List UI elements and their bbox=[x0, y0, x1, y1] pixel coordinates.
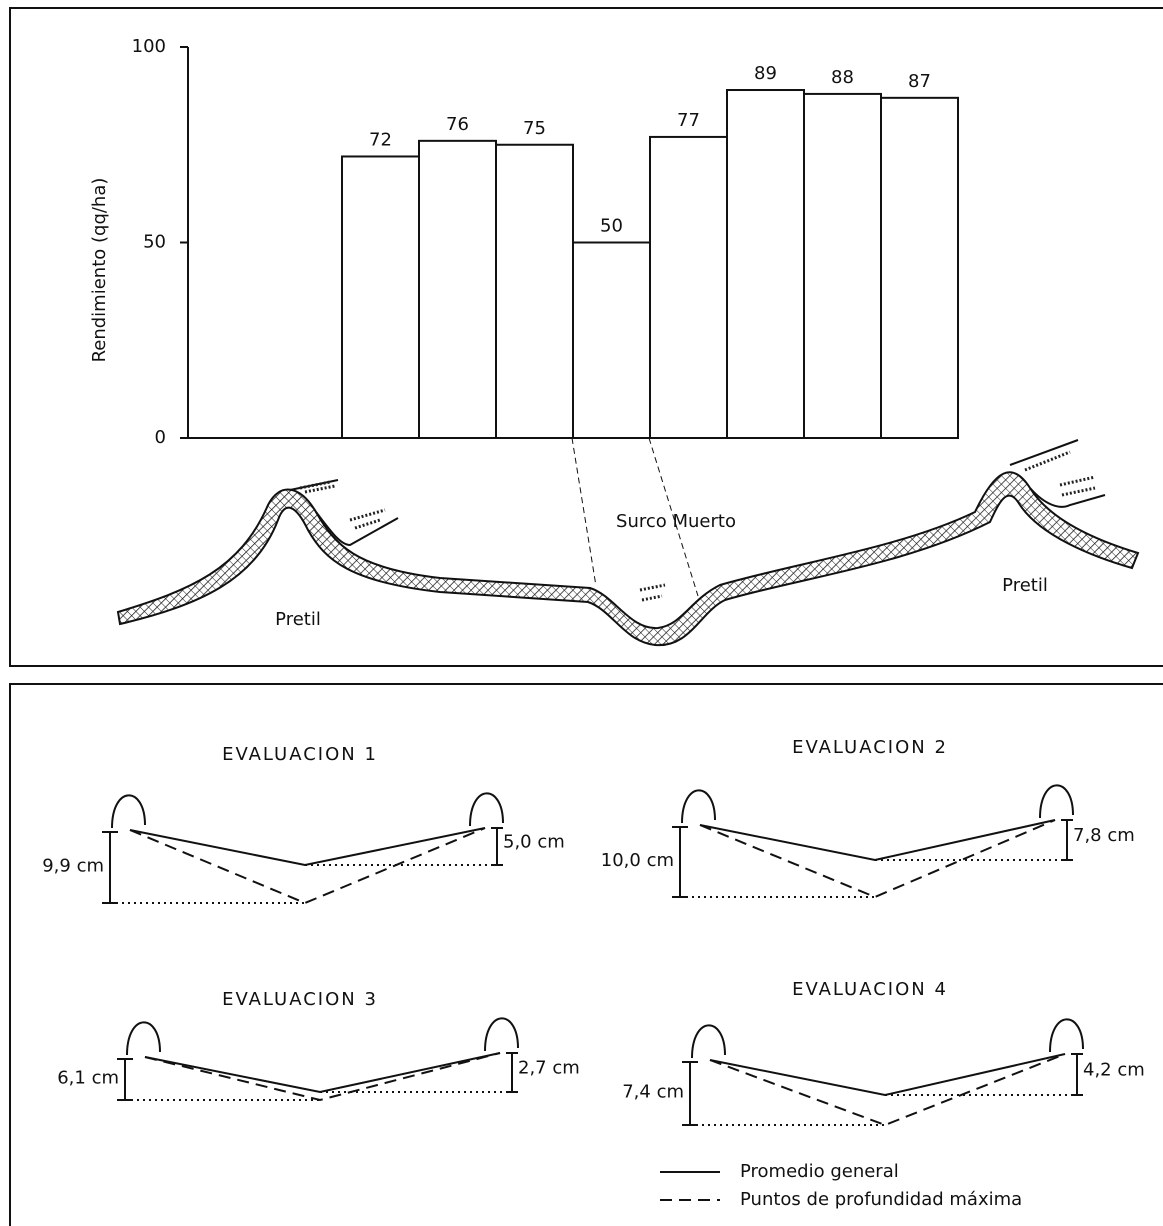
max-line bbox=[129, 827, 486, 905]
depth-bracket bbox=[102, 831, 118, 904]
evaluation-title: EVALUACION 3 bbox=[222, 989, 378, 1010]
top-frame bbox=[9, 7, 1163, 667]
evaluation-title: EVALUACION 4 bbox=[792, 979, 948, 1000]
value-label: 76 bbox=[446, 114, 469, 135]
value-label: 87 bbox=[908, 71, 931, 92]
bar bbox=[418, 139, 497, 439]
depth-bracket bbox=[506, 1052, 518, 1093]
ridge bbox=[1039, 784, 1074, 819]
ridge bbox=[691, 1024, 726, 1059]
depth-bracket bbox=[1071, 1053, 1083, 1096]
value-label: 72 bbox=[369, 129, 392, 150]
ridge bbox=[126, 1021, 161, 1056]
ground-profile bbox=[116, 471, 1140, 647]
bar bbox=[726, 89, 805, 439]
evaluation-title: EVALUACION 1 bbox=[222, 744, 378, 765]
value-label: 75 bbox=[523, 118, 546, 139]
y-axis-label: Rendimiento (qq/ha) bbox=[89, 178, 110, 363]
ridge bbox=[1049, 1018, 1084, 1053]
average-line bbox=[699, 819, 1056, 862]
bar bbox=[880, 96, 959, 440]
bottom-frame bbox=[9, 683, 1163, 1226]
value-label: 77 bbox=[677, 110, 700, 131]
ridge bbox=[111, 794, 146, 829]
ridge-lines bbox=[289, 439, 1106, 547]
max-line bbox=[144, 1052, 501, 1102]
ridge-label: Pretil bbox=[275, 609, 321, 630]
depth-label: 9,9 cm bbox=[42, 856, 104, 877]
ridge bbox=[681, 789, 716, 824]
furrow-guide bbox=[648, 437, 699, 597]
depth-label: 6,1 cm bbox=[57, 1068, 119, 1089]
bar bbox=[495, 143, 574, 439]
depth-bracket bbox=[672, 826, 688, 898]
depth-bracket bbox=[117, 1058, 133, 1101]
legend-label: Puntos de profundidad máxima bbox=[740, 1189, 1022, 1210]
y-tick-label: 50 bbox=[143, 232, 166, 253]
ridge bbox=[484, 1017, 519, 1052]
max-line bbox=[709, 1053, 1066, 1127]
depth-label: 4,2 cm bbox=[1083, 1060, 1145, 1081]
depth-bracket bbox=[1061, 819, 1073, 861]
max-line bbox=[699, 819, 1056, 899]
ridge bbox=[469, 792, 504, 827]
depth-label: 2,7 cm bbox=[518, 1058, 580, 1079]
grass-hatch bbox=[299, 450, 1096, 602]
legend-label: Promedio general bbox=[740, 1161, 899, 1182]
depth-label: 5,0 cm bbox=[503, 832, 565, 853]
depth-bracket bbox=[491, 827, 503, 866]
y-tick-label: 100 bbox=[132, 36, 166, 57]
value-label: 89 bbox=[754, 63, 777, 84]
depth-label: 10,0 cm bbox=[601, 850, 674, 871]
y-tick-label: 0 bbox=[155, 427, 166, 448]
value-label: 50 bbox=[600, 216, 623, 237]
bar bbox=[649, 135, 728, 439]
legend: Promedio general Puntos de profundidad m… bbox=[660, 1161, 1022, 1210]
ridge-label: Pretil bbox=[1002, 575, 1048, 596]
average-line bbox=[144, 1052, 501, 1094]
depth-bracket bbox=[682, 1061, 698, 1126]
furrow-guide bbox=[571, 437, 597, 587]
bar bbox=[572, 241, 651, 439]
terrain bbox=[116, 439, 1140, 647]
furrow-label: Surco Muerto bbox=[616, 511, 736, 532]
value-label: 88 bbox=[831, 67, 854, 88]
bar bbox=[341, 155, 420, 439]
bar bbox=[803, 92, 882, 439]
evaluation-title: EVALUACION 2 bbox=[792, 737, 948, 758]
depth-label: 7,4 cm bbox=[622, 1082, 684, 1103]
depth-label: 7,8 cm bbox=[1073, 825, 1135, 846]
average-line bbox=[129, 827, 486, 867]
